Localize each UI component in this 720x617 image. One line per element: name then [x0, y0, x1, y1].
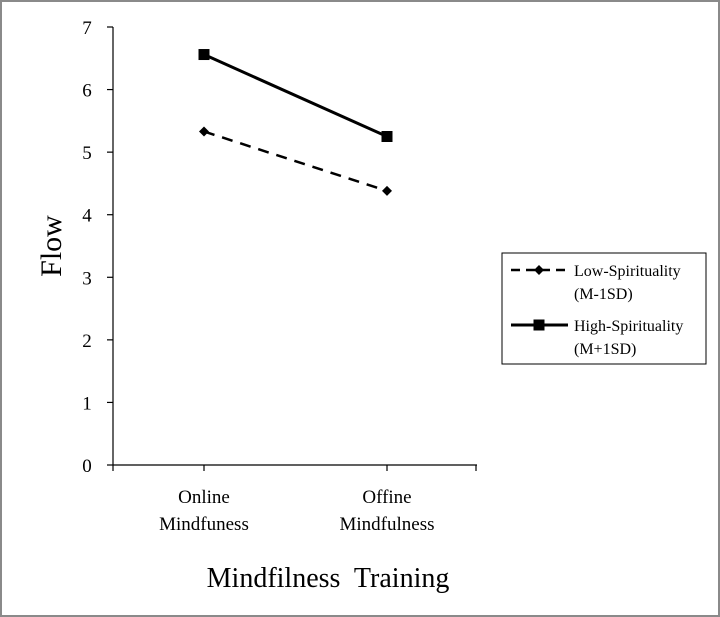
y-axis-ticks: 0 1 2 3 4 5 6 7	[82, 18, 113, 477]
legend-box	[501, 252, 707, 365]
series-line-0	[203, 130, 388, 193]
y-axis-title: Flow	[35, 215, 68, 277]
y-tick-label: 2	[82, 331, 92, 352]
data-point-0-1	[382, 185, 392, 196]
y-tick-label: 5	[82, 143, 92, 164]
y-tick-label: 4	[82, 206, 92, 227]
x-axis-title: Mindfilness Training	[207, 563, 450, 594]
legend-swatch-marker	[533, 319, 545, 331]
legend-label: (M-1SD)	[574, 286, 633, 303]
x-tick-label: Mindfulness	[340, 514, 435, 535]
series-layer	[198, 49, 393, 196]
data-point-1-0	[198, 49, 210, 61]
legend-label: (M+1SD)	[574, 341, 636, 358]
y-tick-label: 7	[82, 18, 92, 39]
x-tick-label: Offine	[362, 487, 411, 508]
data-point-0-0	[199, 126, 209, 137]
y-tick-label: 1	[82, 393, 92, 414]
x-tick-label: Online	[178, 487, 230, 508]
legend-label: Low-Spirituality	[574, 263, 681, 280]
y-tick-label: 3	[82, 268, 92, 289]
legend-label: High-Spirituality	[574, 318, 683, 335]
y-tick-label: 6	[82, 81, 92, 102]
legend: Low-Spirituality (M-1SD) High-Spirituality…	[501, 252, 707, 365]
legend-swatch-marker	[534, 265, 544, 275]
x-tick-label: Mindfuness	[159, 514, 249, 535]
series-line-1	[203, 53, 388, 138]
y-tick-label: 0	[82, 456, 92, 477]
x-axis-ticks: Online Mindfuness Offine Mindfulness	[112, 465, 477, 535]
data-point-1-1	[381, 131, 393, 142]
